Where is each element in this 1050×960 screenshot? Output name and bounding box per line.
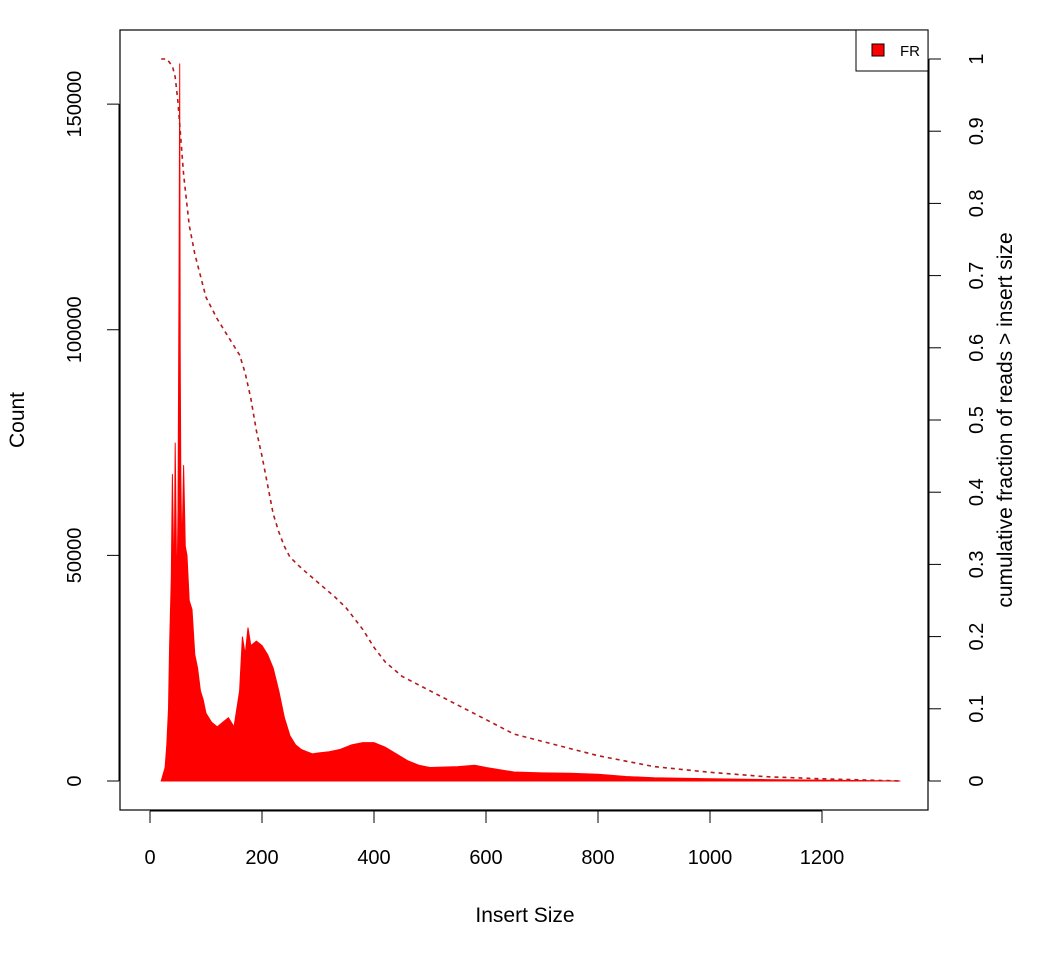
y-tick-label: 0 xyxy=(64,775,86,786)
x-tick-label: 1000 xyxy=(688,847,733,869)
cumulative-fraction-line xyxy=(161,58,901,782)
y-axis-title: Count xyxy=(6,392,29,448)
x-tick-label: 1200 xyxy=(800,847,845,869)
legend-label-fr: FR xyxy=(900,43,920,60)
y2-tick-label: 0 xyxy=(966,775,988,786)
y-tick-label: 50000 xyxy=(64,528,86,584)
legend: FR xyxy=(855,29,929,72)
y-tick-label: 150000 xyxy=(64,71,86,138)
y2-tick-label: 0.9 xyxy=(966,117,988,145)
x-tick-label: 600 xyxy=(469,847,502,869)
y2-tick-label: 0.8 xyxy=(966,189,988,217)
y2-axis-title: cumulative fraction of reads > insert si… xyxy=(994,232,1017,607)
y2-tick-label: 1 xyxy=(966,53,988,64)
y2-tick-label: 0.4 xyxy=(966,478,988,506)
legend-swatch-fr xyxy=(871,43,885,57)
x-tick-label: 0 xyxy=(144,847,155,869)
y-tick-label: 100000 xyxy=(64,296,86,363)
plot-frame xyxy=(119,29,929,811)
x-axis-title: Insert Size xyxy=(475,904,574,927)
y2-tick-label: 0.3 xyxy=(966,550,988,578)
y2-tick-label: 0.7 xyxy=(966,262,988,290)
y2-tick-label: 0.1 xyxy=(966,695,988,723)
y2-tick-label: 0.6 xyxy=(966,334,988,362)
y2-tick-label: 0.2 xyxy=(966,623,988,651)
x-tick-label: 400 xyxy=(357,847,390,869)
x-tick-label: 200 xyxy=(245,847,278,869)
legend-box xyxy=(855,29,929,72)
histogram-area-fr xyxy=(160,63,901,782)
y2-tick-label: 0.5 xyxy=(966,406,988,434)
x-tick-label: 800 xyxy=(581,847,614,869)
